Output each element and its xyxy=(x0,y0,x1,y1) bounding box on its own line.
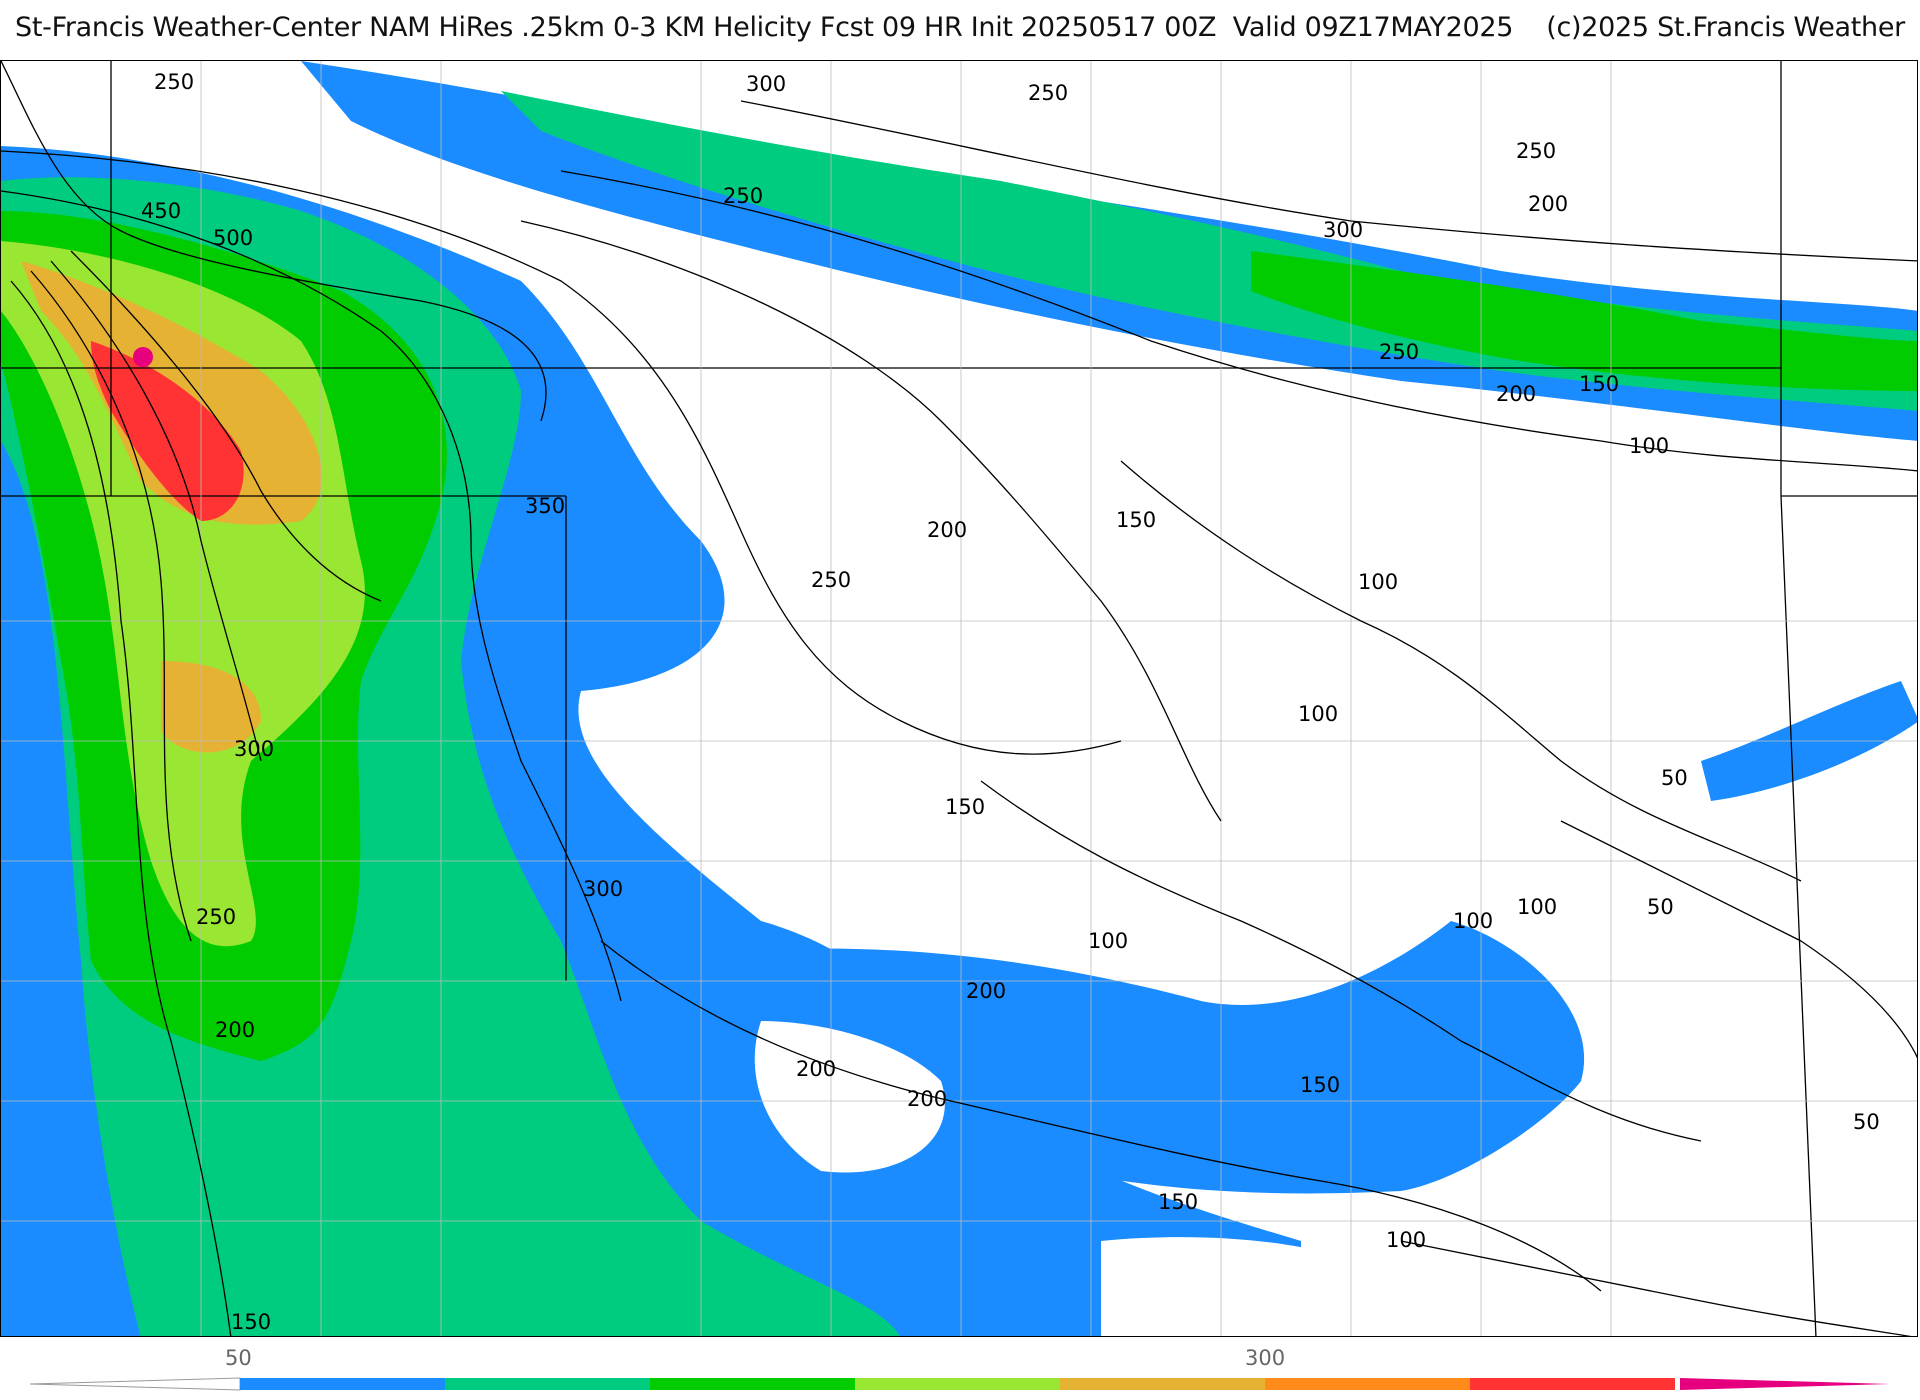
contour-label: 250 xyxy=(196,905,236,929)
map-panel: 250 300 250 250 200 300 250 450 500 250 … xyxy=(0,60,1918,1337)
contour-label: 100 xyxy=(1358,570,1398,594)
contour-label: 50 xyxy=(1661,766,1688,790)
contour-label: 100 xyxy=(1088,929,1128,953)
colorbar-swatch xyxy=(855,1378,1060,1390)
contour-label: 200 xyxy=(907,1087,947,1111)
contour-label: 250 xyxy=(811,568,851,592)
contour-label: 200 xyxy=(927,518,967,542)
contour-label: 200 xyxy=(1528,192,1568,216)
colorbar-swatch xyxy=(240,1378,445,1390)
colorbar-swatch xyxy=(445,1378,650,1390)
contour-label: 100 xyxy=(1298,702,1338,726)
colorbar-swatch xyxy=(650,1378,855,1390)
county-borders xyxy=(1,61,1917,1336)
contour-label: 300 xyxy=(746,72,786,96)
contour-label: 100 xyxy=(1629,434,1669,458)
contour-label: 50 xyxy=(1853,1110,1880,1134)
contour-label: 100 xyxy=(1453,909,1493,933)
contour-label: 100 xyxy=(1517,895,1557,919)
contour-label: 250 xyxy=(154,70,194,94)
colorbar-swatch xyxy=(1470,1378,1675,1390)
contour-label: 100 xyxy=(1386,1228,1426,1252)
colorbar-swatch xyxy=(1060,1378,1265,1390)
helicity-shading xyxy=(1,61,1917,1336)
contour-label: 450 xyxy=(141,199,181,223)
contour-label: 150 xyxy=(1579,372,1619,396)
colorbar xyxy=(30,1377,1890,1391)
colorbar-swatch xyxy=(1265,1378,1470,1390)
contour-labels: 250 300 250 250 200 300 250 450 500 250 … xyxy=(141,70,1880,1334)
contour-label: 250 xyxy=(1379,340,1419,364)
contour-label: 200 xyxy=(1496,382,1536,406)
contour-label: 150 xyxy=(231,1310,271,1334)
contour-label: 200 xyxy=(796,1057,836,1081)
contour-label: 250 xyxy=(1028,81,1068,105)
contour-label: 250 xyxy=(1516,139,1556,163)
contour-label: 200 xyxy=(215,1018,255,1042)
chart-title: St-Francis Weather-Center NAM HiRes .25k… xyxy=(15,12,1905,43)
contour-label: 150 xyxy=(1116,508,1156,532)
contour-label: 150 xyxy=(1158,1190,1198,1214)
contour-label: 150 xyxy=(1300,1073,1340,1097)
contour-label: 300 xyxy=(234,737,274,761)
helicity-map: 250 300 250 250 200 300 250 450 500 250 … xyxy=(1,61,1917,1336)
contour-label: 300 xyxy=(1323,218,1363,242)
contour-label: 200 xyxy=(966,979,1006,1003)
contour-label: 50 xyxy=(1647,895,1674,919)
contour-label: 250 xyxy=(723,184,763,208)
contour-label: 150 xyxy=(945,795,985,819)
contour-label: 300 xyxy=(583,877,623,901)
contour-label: 500 xyxy=(213,226,253,250)
contour-label: 350 xyxy=(525,494,565,518)
colorbar-tick-300: 300 xyxy=(1245,1346,1286,1370)
helicity-contours xyxy=(1,61,1917,1336)
colorbar-tick-50: 50 xyxy=(225,1346,252,1370)
state-borders xyxy=(1,61,1917,1336)
